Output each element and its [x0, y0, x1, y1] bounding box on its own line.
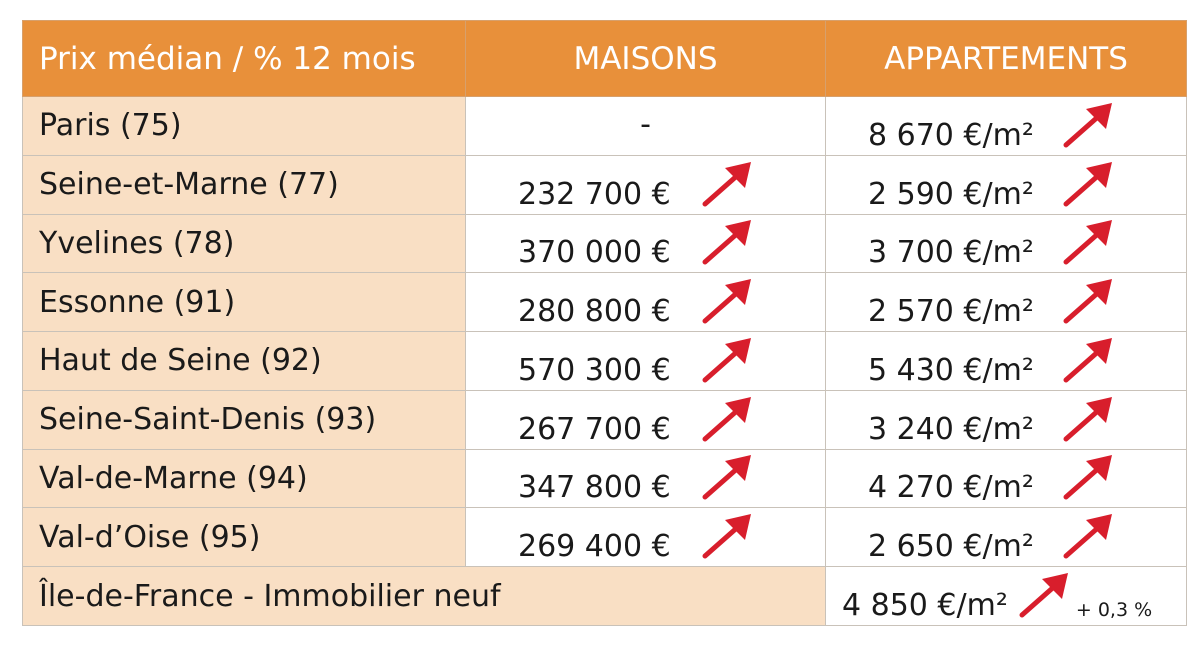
appartement-cell: 5 430 €/m²: [825, 331, 1187, 391]
maison-value: 267 700 €: [518, 411, 671, 447]
maison-value: 347 800 €: [518, 470, 671, 506]
maison-value: 232 700 €: [518, 176, 671, 212]
appartement-value: 5 430 €/m²: [868, 352, 1034, 388]
table-row: Seine-Saint-Denis (93) 267 700 € 3 240 €/m…: [22, 389, 1187, 450]
neuf-label: Île-de-France - Immobilier neuf: [22, 566, 826, 626]
arrow-up-right-icon: [1063, 455, 1112, 500]
department-label: Seine-et-Marne (77): [22, 154, 466, 215]
table-row: Haut de Seine (92) 570 300 € 5 430 €/m²: [22, 331, 1187, 391]
appartement-cell: 4 270 €/m²: [825, 448, 1187, 509]
table-row: Paris (75) - 8 670 €/m²: [22, 96, 1187, 156]
arrow-up-right-icon: [702, 161, 751, 207]
maison-value: 570 300 €: [518, 352, 671, 388]
appartement-cell: 2 650 €/m²: [825, 507, 1187, 568]
arrow-up-right-icon: [1063, 161, 1112, 207]
neuf-row: Île-de-France - Immobilier neuf 4 850 €/m…: [22, 566, 1187, 626]
header-maisons: MAISONS: [465, 20, 826, 97]
maison-cell: 267 700 €: [465, 389, 826, 450]
arrow-up-right-icon: [702, 455, 751, 500]
table-row: Essonne (91) 280 800 € 2 570 €/m²: [22, 272, 1187, 333]
maison-cell: 232 700 €: [465, 154, 826, 215]
arrow-up-right-icon: [1019, 573, 1068, 618]
appartement-value: 4 270 €/m²: [868, 470, 1034, 506]
arrow-up-right-icon: [702, 279, 751, 324]
maison-value: 280 800 €: [518, 294, 671, 330]
appartement-value: 3 700 €/m²: [868, 235, 1034, 271]
maison-cell: 347 800 €: [465, 448, 826, 509]
header-label: Prix médian / % 12 mois: [22, 20, 466, 97]
appartement-cell: 3 700 €/m²: [825, 213, 1187, 274]
neuf-change: + 0,3 %: [1075, 599, 1153, 621]
appartement-cell: 2 570 €/m²: [825, 272, 1187, 333]
appartement-value: 3 240 €/m²: [868, 411, 1034, 447]
appartement-cell: 8 670 €/m²: [825, 96, 1187, 156]
arrow-up-right-icon: [702, 220, 751, 265]
table-row: Val-de-Marne (94) 347 800 € 4 270 €/m²: [22, 448, 1187, 509]
appartement-value: 2 570 €/m²: [868, 294, 1034, 330]
maison-cell: 370 000 €: [465, 213, 826, 274]
arrow-up-right-icon: [702, 514, 751, 559]
department-label: Essonne (91): [22, 272, 466, 333]
header-row: Prix médian / % 12 mois MAISONS APPARTEM…: [22, 20, 1187, 97]
table-row: Seine-et-Marne (77) 232 700 € 2 590 €/m²: [22, 154, 1187, 215]
arrow-up-right-icon: [702, 337, 751, 383]
appartement-cell: 2 590 €/m²: [825, 154, 1187, 215]
arrow-up-right-icon: [702, 396, 751, 442]
price-table: Prix médian / % 12 mois MAISONS APPARTEM…: [22, 20, 1187, 626]
table-row: Yvelines (78) 370 000 € 3 700 €/m²: [22, 213, 1187, 274]
arrow-up-right-icon: [1063, 279, 1112, 324]
table-row: Val-d’Oise (95) 269 400 € 2 650 €/m²: [22, 507, 1187, 568]
department-label: Val-de-Marne (94): [22, 448, 466, 509]
maison-value: 269 400 €: [518, 529, 671, 565]
table-body: Paris (75) -8 670 €/m² Seine-et-Marne (77)…: [22, 96, 1187, 626]
department-label: Seine-Saint-Denis (93): [22, 389, 466, 450]
maison-value: 370 000 €: [518, 235, 671, 271]
neuf-cell: 4 850 €/m² + 0,3 %: [825, 566, 1187, 626]
arrow-up-right-icon: [1063, 102, 1112, 148]
arrow-up-right-icon: [1063, 514, 1112, 559]
appartement-value: 2 590 €/m²: [868, 176, 1034, 212]
department-label: Yvelines (78): [22, 213, 466, 274]
maison-value: -: [465, 96, 826, 156]
header-appartements: APPARTEMENTS: [825, 20, 1187, 97]
arrow-up-right-icon: [1063, 396, 1112, 442]
arrow-up-right-icon: [1063, 220, 1112, 265]
arrow-up-right-icon: [1063, 337, 1112, 383]
maison-cell: 280 800 €: [465, 272, 826, 333]
department-label: Val-d’Oise (95): [22, 507, 466, 568]
neuf-value: 4 850 €/m²: [842, 588, 1008, 623]
appartement-value: 8 670 €/m²: [868, 117, 1034, 153]
maison-cell: 269 400 €: [465, 507, 826, 568]
department-label: Paris (75): [22, 96, 466, 156]
department-label: Haut de Seine (92): [22, 331, 466, 391]
appartement-cell: 3 240 €/m²: [825, 389, 1187, 450]
appartement-value: 2 650 €/m²: [868, 529, 1034, 565]
maison-cell: 570 300 €: [465, 331, 826, 391]
